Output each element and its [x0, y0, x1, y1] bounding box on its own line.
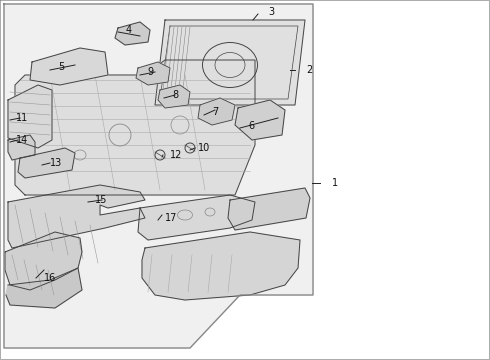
- Text: 17: 17: [165, 213, 177, 223]
- Text: 15: 15: [95, 195, 107, 205]
- Polygon shape: [18, 148, 75, 178]
- Text: 6: 6: [248, 121, 254, 131]
- Polygon shape: [6, 268, 82, 308]
- Polygon shape: [228, 188, 310, 230]
- Text: 11: 11: [16, 113, 28, 123]
- Text: 7: 7: [212, 107, 218, 117]
- Polygon shape: [4, 4, 313, 348]
- Text: 14: 14: [16, 135, 28, 145]
- Text: 1: 1: [332, 178, 338, 188]
- Polygon shape: [235, 100, 285, 140]
- Polygon shape: [15, 60, 255, 195]
- Polygon shape: [8, 85, 52, 148]
- Polygon shape: [8, 135, 35, 160]
- Polygon shape: [136, 62, 170, 85]
- Text: 4: 4: [126, 25, 132, 35]
- Text: 3: 3: [268, 7, 274, 17]
- Text: 13: 13: [50, 158, 62, 168]
- Polygon shape: [5, 232, 82, 290]
- Text: 10: 10: [198, 143, 210, 153]
- Text: 9: 9: [147, 67, 153, 77]
- Polygon shape: [115, 22, 150, 45]
- Polygon shape: [30, 48, 108, 85]
- Text: 8: 8: [172, 90, 178, 100]
- Text: 5: 5: [58, 62, 64, 72]
- Text: 12: 12: [170, 150, 182, 160]
- Text: 16: 16: [44, 273, 56, 283]
- Polygon shape: [138, 195, 255, 240]
- Polygon shape: [142, 232, 300, 300]
- Text: 2: 2: [306, 65, 312, 75]
- Polygon shape: [8, 185, 145, 248]
- Polygon shape: [158, 85, 190, 108]
- Polygon shape: [155, 20, 305, 105]
- Polygon shape: [198, 98, 235, 125]
